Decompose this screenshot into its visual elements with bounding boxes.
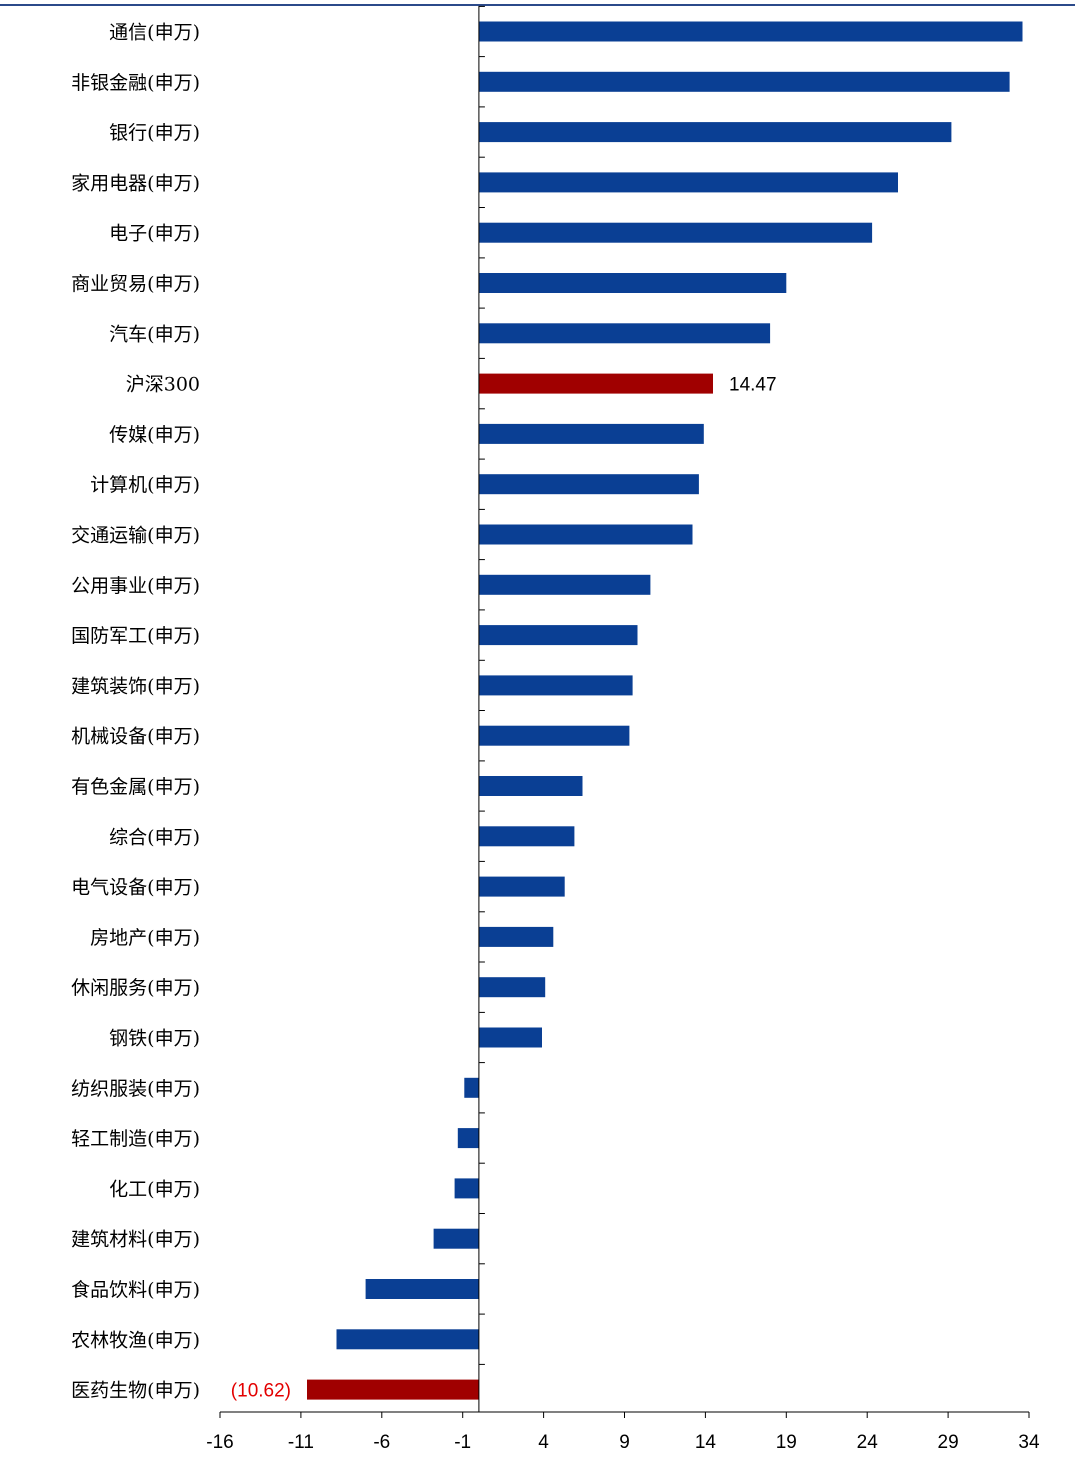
bar-10 [478, 524, 693, 545]
bar-18 [478, 926, 554, 947]
x-tick-label: 34 [1018, 1432, 1040, 1453]
bar-3 [478, 172, 898, 193]
category-label: 休闲服务(申万) [71, 977, 200, 999]
bar-4 [478, 222, 873, 243]
category-label: 电气设备(申万) [71, 877, 200, 899]
bar-1 [478, 71, 1010, 92]
category-label: 非银金融(申万) [71, 72, 200, 94]
x-tick-label: 9 [619, 1432, 630, 1453]
bar-11 [478, 574, 651, 595]
bar-2 [478, 122, 952, 143]
bar-14 [478, 725, 630, 746]
category-labels: 通信(申万) 非银金融(申万) 银行(申万) 家用电器(申万) 电子(申万) 商业贸易(申… [71, 22, 200, 1402]
bar-16 [478, 826, 575, 847]
category-label: 计算机(申万) [90, 474, 200, 496]
x-tick-label: -1 [454, 1432, 471, 1453]
category-label: 有色金属(申万) [71, 776, 200, 798]
bar-13 [478, 675, 633, 696]
x-tick-label: 24 [857, 1432, 879, 1453]
bar-9 [478, 474, 699, 495]
data-labels: 14.47 (10.62) [231, 375, 777, 1402]
bar-21 [464, 1077, 479, 1098]
bar-8 [478, 423, 704, 444]
category-label: 钢铁(申万) [109, 1028, 200, 1050]
category-label: 公用事业(申万) [71, 575, 200, 597]
category-label: 机械设备(申万) [71, 726, 200, 748]
bar-7 [478, 373, 713, 394]
category-label: 沪深300 [126, 374, 200, 396]
category-label: 家用电器(申万) [71, 172, 200, 194]
bar-6 [478, 323, 771, 344]
x-axis: -16 -11 -6 -1 4 9 14 19 24 29 34 [206, 1411, 1040, 1453]
category-label: 建筑材料(申万) [71, 1229, 200, 1251]
bar-15 [478, 776, 583, 796]
bar-17 [478, 876, 565, 897]
bar-25 [365, 1279, 479, 1299]
bar-0 [478, 21, 1023, 42]
category-label: 综合(申万) [109, 826, 200, 848]
category-label: 食品饮料(申万) [71, 1279, 200, 1301]
category-label: 传媒(申万) [109, 424, 200, 446]
category-label: 商业贸易(申万) [71, 273, 200, 295]
x-tick-label: 4 [538, 1432, 549, 1453]
bars-group [307, 21, 1023, 1400]
bar-5 [478, 273, 787, 293]
x-tick-label: -11 [288, 1432, 314, 1453]
bar-27 [307, 1379, 479, 1400]
data-label: (10.62) [231, 1381, 291, 1402]
category-label: 银行(申万) [109, 122, 200, 144]
category-label: 房地产(申万) [90, 927, 200, 949]
category-label: 化工(申万) [109, 1178, 200, 1200]
category-label: 医药生物(申万) [71, 1380, 200, 1402]
category-label: 国防军工(申万) [71, 625, 200, 647]
bar-22 [457, 1128, 479, 1149]
category-label: 汽车(申万) [109, 323, 200, 345]
bar-20 [478, 1027, 542, 1048]
bar-24 [433, 1228, 479, 1249]
category-label: 纺织服装(申万) [71, 1078, 200, 1100]
category-label: 电子(申万) [109, 223, 200, 245]
x-tick-label: 19 [776, 1432, 797, 1453]
bar-23 [454, 1178, 479, 1199]
x-tick-label: -16 [206, 1432, 233, 1453]
x-tick-label: 14 [695, 1432, 717, 1453]
x-tick-label: 29 [938, 1432, 959, 1453]
bar-12 [478, 625, 638, 646]
x-tick-label: -6 [373, 1432, 390, 1453]
category-label: 轻工制造(申万) [71, 1128, 200, 1150]
category-label: 通信(申万) [109, 22, 200, 44]
bar-26 [336, 1329, 479, 1350]
category-label: 交通运输(申万) [71, 525, 200, 547]
y-axis [478, 5, 485, 1412]
bar-19 [478, 977, 546, 998]
data-label: 14.47 [729, 375, 777, 396]
category-label: 建筑装饰(申万) [71, 675, 200, 697]
category-label: 农林牧渔(申万) [71, 1329, 200, 1351]
